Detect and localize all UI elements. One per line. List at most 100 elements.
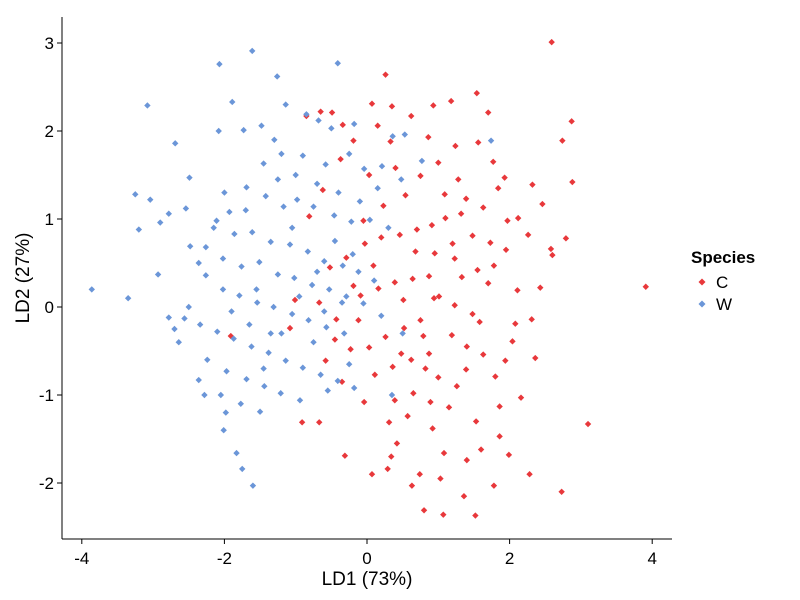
- data-point-c: [427, 398, 434, 406]
- data-point-c: [487, 239, 494, 246]
- data-point-c: [393, 440, 401, 447]
- data-point-w: [345, 150, 353, 158]
- data-point-w: [399, 330, 406, 337]
- data-point-w: [349, 251, 356, 258]
- data-point-w: [222, 409, 230, 416]
- data-point-w: [321, 258, 328, 265]
- data-point-w: [214, 328, 221, 335]
- data-point-w: [182, 205, 190, 212]
- data-point-c: [380, 202, 387, 209]
- data-point-w: [280, 203, 287, 210]
- data-point-w: [219, 286, 227, 293]
- data-point-c: [524, 231, 532, 239]
- data-point-c: [338, 378, 346, 385]
- data-point-w: [186, 174, 193, 181]
- data-point-c: [291, 296, 299, 304]
- data-point-w: [202, 272, 210, 279]
- data-point-c: [462, 366, 470, 373]
- data-point-c: [350, 282, 357, 290]
- data-point-w: [366, 216, 374, 224]
- data-point-w: [299, 364, 307, 371]
- data-point-c: [447, 97, 455, 105]
- data-point-w: [253, 286, 260, 293]
- data-point-c: [388, 103, 396, 110]
- data-point-c: [472, 512, 479, 519]
- data-point-c: [642, 283, 649, 290]
- legend-items: CW: [698, 273, 732, 314]
- data-point-c: [451, 255, 458, 262]
- data-point-c: [375, 285, 382, 292]
- data-point-w: [201, 391, 208, 399]
- data-point-w: [262, 192, 269, 200]
- data-point-c: [440, 449, 448, 457]
- data-point-w: [231, 230, 238, 238]
- data-point-c: [378, 234, 385, 241]
- y-tick-label: 0: [45, 298, 54, 317]
- y-axis-title: LD2 (27%): [13, 233, 34, 324]
- data-point-w: [210, 224, 217, 231]
- data-point-c: [469, 310, 476, 318]
- data-point-c: [425, 273, 433, 280]
- data-point-c: [365, 171, 373, 179]
- data-point-w: [202, 243, 210, 251]
- data-point-w: [331, 212, 338, 219]
- data-point-c: [355, 317, 362, 324]
- data-point-w: [296, 293, 303, 300]
- data-point-c: [469, 232, 476, 239]
- data-point-c: [477, 446, 485, 453]
- data-point-c: [385, 419, 393, 426]
- data-point-w: [186, 243, 194, 250]
- data-point-w: [165, 314, 172, 321]
- data-point-c: [317, 108, 324, 115]
- data-point-c: [322, 357, 329, 364]
- data-point-c: [413, 226, 421, 233]
- data-point-c: [357, 292, 364, 299]
- data-point-w: [165, 210, 172, 217]
- data-point-w: [265, 349, 272, 356]
- data-point-c: [514, 214, 522, 222]
- data-point-c: [548, 38, 555, 46]
- data-point-c: [501, 174, 508, 181]
- data-point-w: [258, 122, 265, 129]
- data-point-c: [435, 374, 442, 381]
- data-point-w: [334, 377, 341, 385]
- data-point-c: [337, 155, 344, 163]
- data-point-c: [420, 332, 427, 340]
- x-tick-label: 0: [362, 549, 371, 568]
- data-point-c: [457, 210, 465, 217]
- data-point-w: [343, 293, 350, 300]
- data-point-w: [398, 176, 405, 183]
- legend-title: Species: [691, 248, 755, 267]
- data-point-c: [409, 275, 416, 283]
- data-point-w: [360, 165, 368, 173]
- data-point-w: [278, 330, 285, 337]
- data-point-w: [249, 229, 256, 236]
- data-point-w: [370, 277, 378, 284]
- data-point-c: [460, 493, 468, 500]
- data-point-c: [435, 159, 442, 166]
- points-layer: [88, 38, 649, 519]
- data-point-w: [487, 137, 495, 144]
- data-point-w: [374, 185, 381, 192]
- data-point-w: [317, 371, 324, 378]
- data-point-c: [584, 420, 592, 428]
- data-point-w: [293, 196, 301, 203]
- data-point-w: [196, 321, 204, 328]
- data-point-w: [273, 73, 281, 80]
- data-point-w: [270, 303, 277, 311]
- data-point-c: [398, 350, 405, 357]
- data-point-w: [288, 224, 296, 231]
- x-axis-title: LD1 (73%): [322, 569, 413, 590]
- data-point-w: [286, 241, 294, 248]
- data-point-w: [236, 292, 243, 299]
- data-point-c: [388, 453, 395, 460]
- data-point-w: [238, 263, 245, 270]
- data-point-c: [442, 214, 449, 222]
- data-point-w: [249, 47, 256, 55]
- data-point-w: [228, 308, 235, 315]
- data-point-w: [324, 387, 331, 394]
- data-point-c: [286, 324, 294, 332]
- data-point-c: [339, 121, 346, 129]
- data-point-c: [476, 318, 483, 326]
- data-point-w: [310, 339, 317, 346]
